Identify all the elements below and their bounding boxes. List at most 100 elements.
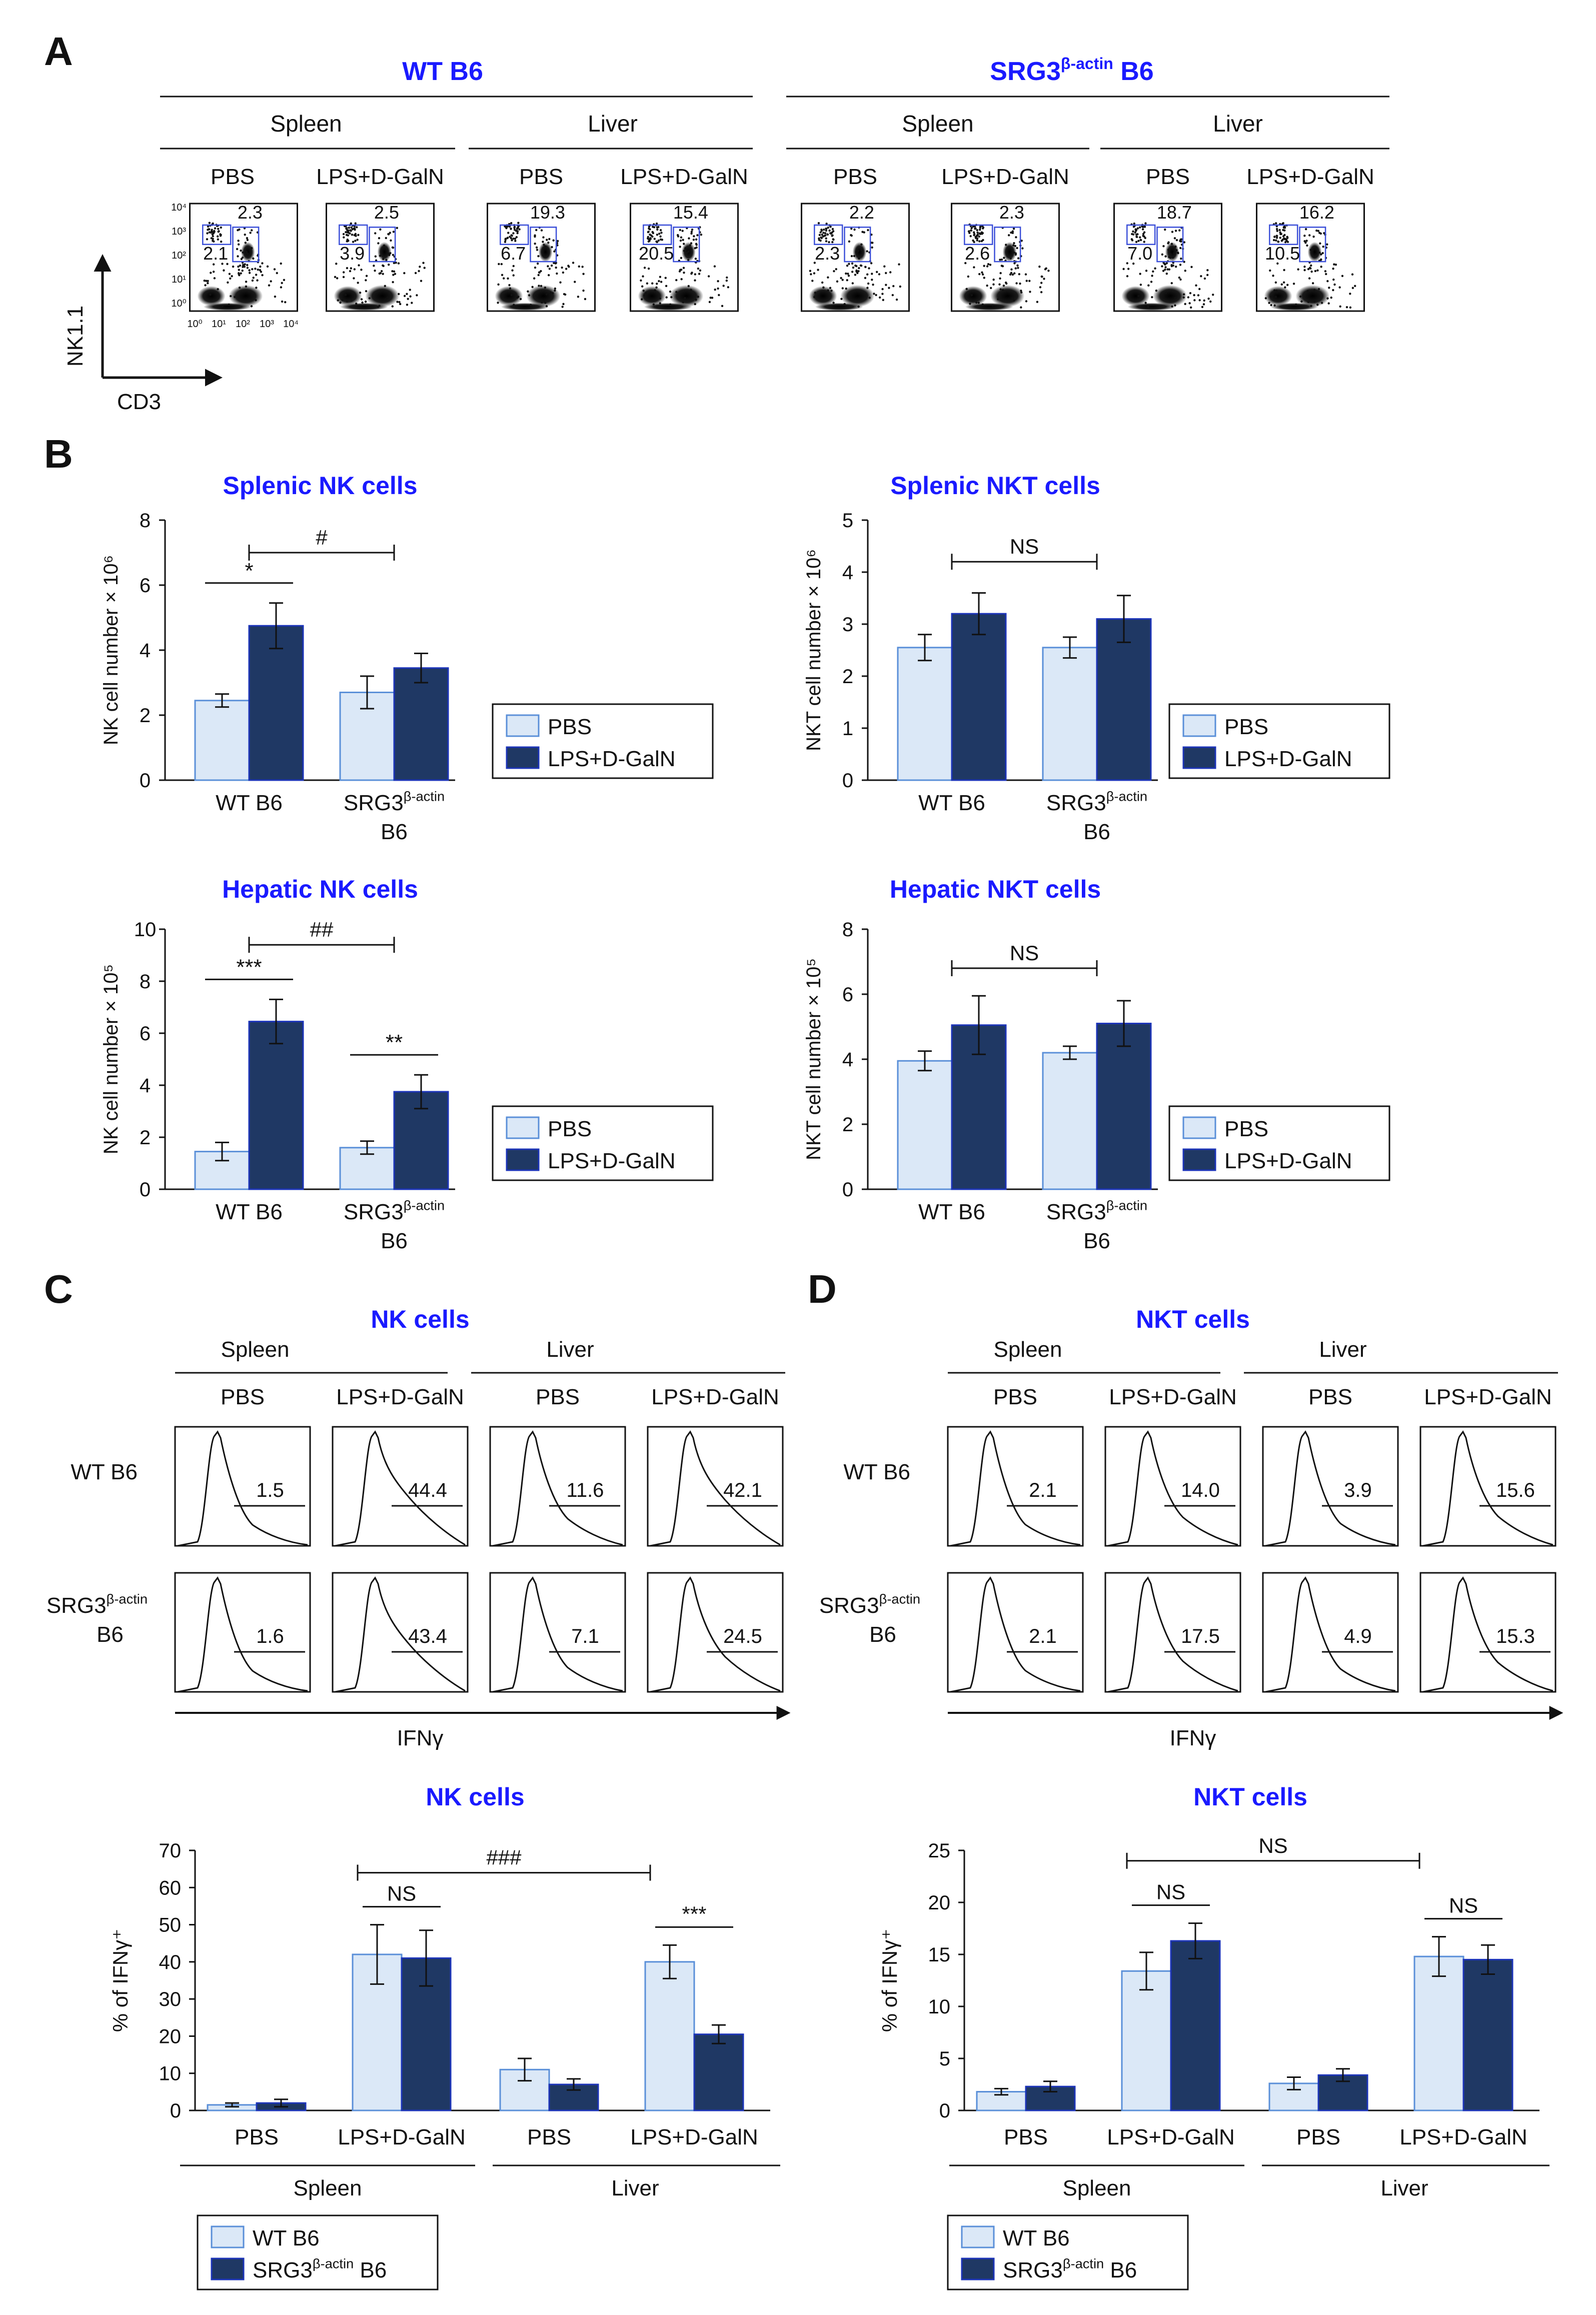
histogram-frame <box>947 1572 1084 1693</box>
y-tick-label: 10⁴ <box>171 202 187 213</box>
category-label: B6 <box>381 1229 408 1253</box>
ifng-percent: 7.1 <box>571 1625 599 1647</box>
legend-swatch-pbs <box>1182 1116 1216 1139</box>
y-tick-label: 6 <box>842 984 853 1006</box>
histogram-frame <box>174 1572 311 1693</box>
legend-swatch-wt <box>211 2225 245 2248</box>
significance-mark: ** <box>386 1030 403 1055</box>
y-tick-label: 10⁰ <box>171 298 186 309</box>
x-tick-label: 10⁴ <box>283 319 299 330</box>
nkt-percent: 16.2 <box>1299 202 1334 223</box>
histogram-curve <box>950 1430 1081 1547</box>
y-axis-label: NKT cell number × 10⁶ <box>803 549 825 751</box>
nkt-percent: 2.2 <box>849 202 874 223</box>
panel-b: Splenic NK cells 0 2 4 6 8 NK cell number × 10… <box>100 472 1390 1253</box>
ifng-percent: 4.9 <box>1344 1625 1372 1647</box>
bar <box>393 667 449 781</box>
treatment-label: PBS <box>993 1385 1037 1409</box>
facs-dots <box>334 222 426 311</box>
bar <box>248 1021 304 1190</box>
histogram: 3.9 <box>1262 1426 1399 1547</box>
treatment-label: PBS <box>536 1385 580 1409</box>
y-tick-label: 0 <box>140 1179 151 1201</box>
histogram-curve <box>1107 1430 1238 1547</box>
legend-label: LPS+D-GalN <box>1224 1149 1352 1173</box>
y-tick-label: 10² <box>172 250 186 261</box>
nk-percent: 20.5 <box>639 243 674 264</box>
nk-gate <box>814 224 843 245</box>
nk-gate <box>964 224 993 245</box>
facs-dots <box>638 222 730 311</box>
histogram-curve <box>650 1430 781 1547</box>
nkt-gate <box>369 227 396 263</box>
bar <box>693 2033 744 2111</box>
facs-plot: 2.5 3.9 <box>326 202 435 312</box>
y-tick-label: 6 <box>140 1023 151 1045</box>
ifng-percent: 24.5 <box>723 1625 762 1647</box>
y-axis-label: % of IFNγ⁺ <box>109 1929 132 2032</box>
category-label: SRG3β-actin <box>1046 1198 1147 1224</box>
treatment-label: LPS+D-GalN <box>1424 1385 1552 1409</box>
histogram-frame <box>1104 1572 1241 1693</box>
nkt-percent: 19.3 <box>530 202 565 223</box>
legend-label: LPS+D-GalN <box>548 1149 676 1173</box>
chart-title: Splenic NKT cells <box>890 472 1100 500</box>
histogram-frame <box>1104 1426 1241 1547</box>
row-label: WT B6 <box>843 1460 910 1484</box>
bar <box>1413 1955 1464 2111</box>
panel-a-label: A <box>44 29 73 74</box>
y-tick-label: 0 <box>170 2100 181 2122</box>
nk11-axis-label: NK1.1 <box>63 306 88 367</box>
y-axis-label: NKT cell number × 10⁵ <box>803 958 825 1160</box>
facs-plot: 15.4 20.5 <box>630 202 739 312</box>
category-label: LPS+D-GalN <box>338 2125 466 2149</box>
chart-title: NK cells <box>426 1783 524 1811</box>
bar-chart-hepatic_nk: Hepatic NK cells 0 2 4 6 8 10 NK cell number × … <box>100 875 714 1253</box>
y-axis-label: NK cell number × 10⁶ <box>100 555 122 745</box>
y-tick-label: 60 <box>159 1877 182 1899</box>
y-tick-label: 10³ <box>172 226 186 237</box>
nkt-gate <box>844 227 871 263</box>
y-tick-label: 70 <box>159 1840 182 1862</box>
treatment-label: LPS+D-GalN <box>336 1385 464 1409</box>
ifng-percent: 14.0 <box>1181 1479 1220 1501</box>
histogram-curve <box>1422 1430 1553 1547</box>
panel-title: NK cells <box>371 1305 469 1333</box>
ifng-percent: 15.6 <box>1496 1479 1535 1501</box>
legend-label: PBS <box>548 1117 592 1141</box>
legend-swatch-wt <box>961 2225 995 2248</box>
treatment-label: LPS+D-GalN <box>1246 165 1374 189</box>
nkt-gate <box>994 227 1021 263</box>
tissue-label: Spleen <box>293 2176 362 2200</box>
facs-plot: 2.2 2.3 <box>801 202 910 312</box>
histogram-frame <box>489 1572 626 1693</box>
histogram-curve <box>650 1576 781 1693</box>
category-label: SRG3β-actin <box>1046 789 1147 815</box>
legend-swatch-pbs <box>506 1116 540 1139</box>
histogram: 42.1 <box>647 1426 784 1547</box>
histogram-curve <box>1422 1576 1553 1693</box>
bar <box>1096 618 1152 781</box>
histogram: 4.9 <box>1262 1572 1399 1693</box>
histogram: 14.0 <box>1104 1426 1241 1547</box>
significance-mark: ## <box>310 918 334 941</box>
x-tick-label: 10¹ <box>212 319 226 330</box>
category-label: B6 <box>381 820 408 844</box>
significance-mark: NS <box>1010 535 1039 558</box>
category-label: WT B6 <box>216 791 283 815</box>
histogram-curve <box>1265 1576 1396 1693</box>
bar <box>1121 1970 1172 2111</box>
y-tick-label: 10¹ <box>172 274 186 285</box>
y-tick-label: 30 <box>159 1988 182 2010</box>
histogram: 11.6 <box>489 1426 626 1547</box>
tissue-label: Liver <box>588 111 638 137</box>
category-label: LPS+D-GalN <box>1107 2125 1235 2149</box>
y-tick-label: 8 <box>140 510 151 532</box>
nk-gate <box>1269 224 1298 245</box>
facs-plot: 19.36.7 <box>487 202 596 312</box>
nk-gate <box>202 224 232 245</box>
ifng-percent: 11.6 <box>567 1479 604 1501</box>
histogram: 43.4 <box>332 1572 469 1693</box>
